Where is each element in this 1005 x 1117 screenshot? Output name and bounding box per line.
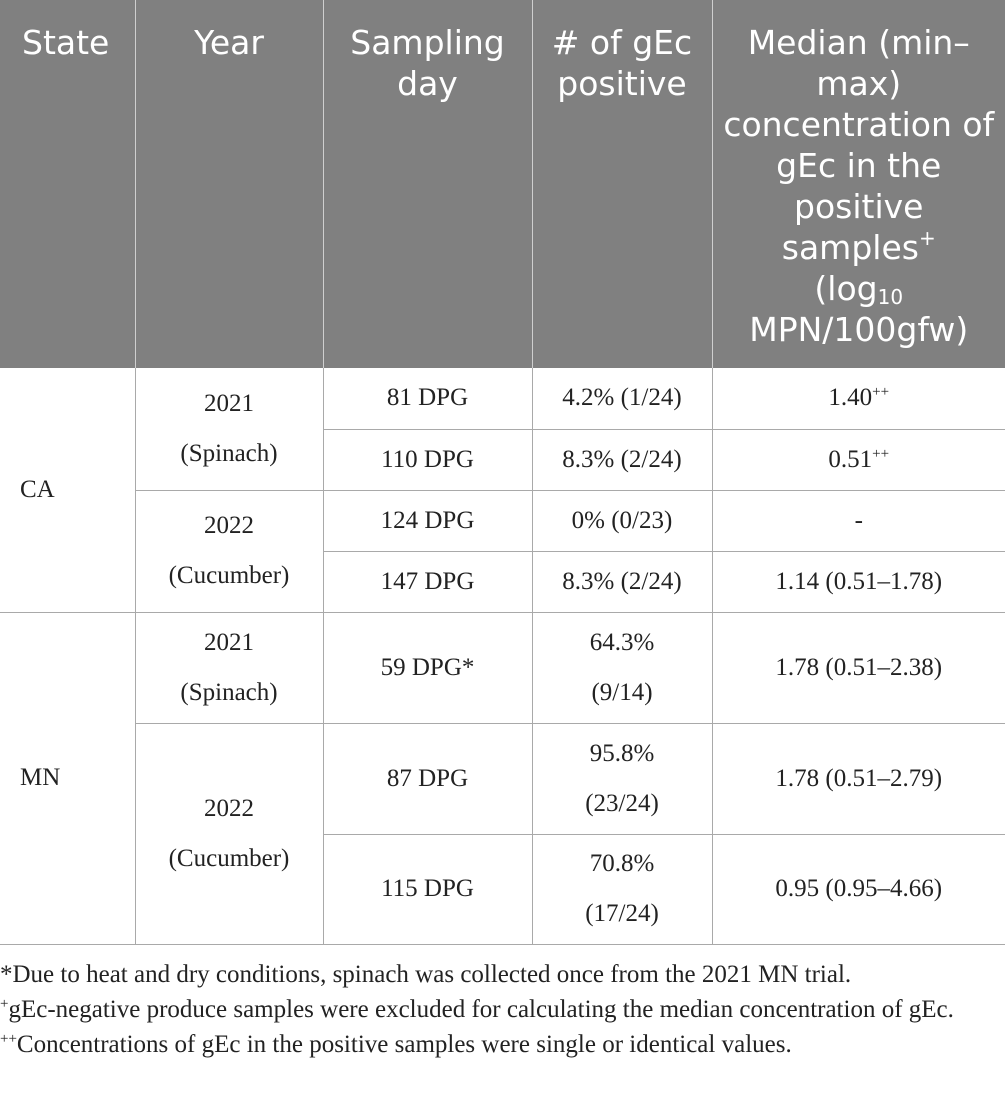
positive-fraction: (23/24) — [585, 789, 659, 817]
footnote: *Due to heat and dry conditions, spinach… — [0, 960, 1000, 990]
median-value: 1.40 — [828, 384, 873, 412]
sampling-day-cell: 110 DPG — [323, 429, 533, 491]
median-cell: 1.40++ — [712, 368, 1005, 430]
table-row: MN 2021 (Spinach) 59 DPG* 64.3% (9/14) 1.7… — [0, 612, 1005, 945]
year-cell: 2022 (Cucumber) — [135, 723, 324, 945]
median-cell: 1.78 (0.51–2.79) — [712, 723, 1005, 835]
median-cell: 1.78 (0.51–2.38) — [712, 612, 1005, 724]
header-median: Median (min–max) concentration of gEc in… — [712, 0, 1005, 368]
year-cell: 2022 (Cucumber) — [135, 490, 324, 613]
positive-percent: 70.8% — [589, 850, 655, 877]
footnote-text: Concentrations of gEc in the positive sa… — [16, 1031, 792, 1058]
crop-value: (Spinach) — [180, 439, 278, 467]
header-median-log-sub: 10 — [877, 285, 904, 309]
table-row: 2022 (Cucumber) 124 DPG 0% (0/23) - — [0, 490, 1005, 613]
median-cell: 0.51++ — [712, 429, 1005, 491]
header-median-plus: + — [918, 226, 936, 250]
header-row: State Year Sampling day # of gEc positiv… — [0, 0, 1005, 368]
state-cell-ca: CA — [0, 368, 136, 613]
positive-cell: 8.3% (2/24) — [532, 429, 713, 491]
year-value: 2021 — [204, 628, 254, 656]
year-value: 2021 — [204, 389, 254, 417]
median-cell: 0.95 (0.95–4.66) — [712, 834, 1005, 945]
median-value: 0.95 (0.95–4.66) — [775, 875, 943, 902]
footnote: +gEc-negative produce samples were exclu… — [0, 995, 1000, 1025]
header-median-log: (log — [814, 269, 878, 308]
median-value: 1.78 (0.51–2.79) — [775, 764, 943, 792]
positive-cell: 0% (0/23) — [532, 490, 713, 552]
state-cell-mn: MN — [0, 612, 136, 945]
table-row: 115 DPG 70.8% (17/24) 0.95 (0.95–4.66) — [0, 834, 1005, 945]
crop-value: (Cucumber) — [168, 844, 290, 872]
table-footnotes: *Due to heat and dry conditions, spinach… — [0, 960, 1000, 1060]
results-table: State Year Sampling day # of gEc positiv… — [0, 0, 1005, 945]
sampling-day-cell: 59 DPG* — [323, 612, 533, 724]
table-row: 110 DPG 8.3% (2/24) 0.51++ — [0, 429, 1005, 491]
positive-cell: 8.3% (2/24) — [532, 551, 713, 613]
year-cell: 2021 (Spinach) — [135, 368, 324, 491]
median-mark: ++ — [872, 384, 890, 401]
table-header: State Year Sampling day # of gEc positiv… — [0, 0, 1005, 368]
table-body: CA 2021 (Spinach) 81 DPG 4.2% (1/24) 1.40… — [0, 368, 1005, 945]
median-value: 1.78 (0.51–2.38) — [775, 653, 943, 681]
header-year: Year — [135, 0, 324, 368]
year-cell: 2021 (Spinach) — [135, 612, 324, 724]
median-value: - — [854, 506, 863, 534]
year-value: 2022 — [204, 794, 254, 822]
sampling-day-cell: 124 DPG — [323, 490, 533, 552]
median-value: 1.14 (0.51–1.78) — [775, 567, 943, 595]
header-sampling-day: Sampling day — [323, 0, 533, 368]
footnote-mark: + — [0, 996, 9, 1012]
footnote: ++Concentrations of gEc in the positive … — [0, 1030, 1000, 1060]
footnote-text: gEc-negative produce samples were exclud… — [8, 996, 954, 1023]
median-cell: - — [712, 490, 1005, 552]
sampling-day-cell: 115 DPG — [323, 834, 533, 945]
footnote-text: *Due to heat and dry conditions, spinach… — [0, 961, 852, 988]
sampling-day-cell: 81 DPG — [323, 368, 533, 430]
positive-cell: 70.8% (17/24) — [532, 834, 713, 945]
positive-cell: 4.2% (1/24) — [532, 368, 713, 430]
positive-fraction: (9/14) — [591, 678, 653, 706]
footnote-mark: ++ — [0, 1031, 17, 1047]
median-mark: ++ — [872, 445, 890, 462]
crop-value: (Cucumber) — [168, 562, 290, 589]
positive-percent: 95.8% — [589, 739, 655, 767]
median-cell: 1.14 (0.51–1.78) — [712, 551, 1005, 613]
year-value: 2022 — [204, 512, 254, 539]
table-row: 147 DPG 8.3% (2/24) 1.14 (0.51–1.78) — [0, 551, 1005, 613]
header-state: State — [0, 0, 136, 368]
positive-percent: 64.3% — [589, 628, 655, 656]
header-median-text: Median (min–max) concentration of gEc in… — [723, 23, 995, 267]
positive-cell: 64.3% (9/14) — [532, 612, 713, 724]
header-median-unit: MPN/100gfw) — [749, 310, 969, 349]
crop-value: (Spinach) — [180, 678, 278, 706]
header-positive: # of gEc positive — [532, 0, 713, 368]
table-row: 2022 (Cucumber) 87 DPG 95.8% (23/24) 1.78 … — [0, 723, 1005, 945]
median-value: 0.51 — [828, 445, 873, 473]
positive-cell: 95.8% (23/24) — [532, 723, 713, 835]
sampling-day-cell: 147 DPG — [323, 551, 533, 613]
positive-fraction: (17/24) — [585, 900, 659, 927]
table-row: CA 2021 (Spinach) 81 DPG 4.2% (1/24) 1.40… — [0, 368, 1005, 613]
sampling-day-cell: 87 DPG — [323, 723, 533, 835]
